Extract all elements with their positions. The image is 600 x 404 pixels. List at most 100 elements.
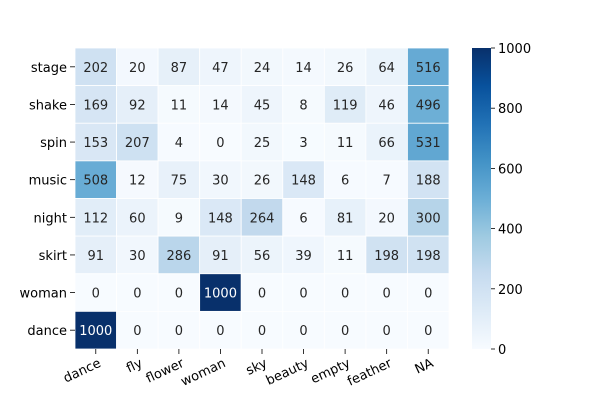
cell-value-label: 7 [383, 174, 391, 189]
heatmap-cell-woman-empty [323, 273, 367, 312]
cell-value-label: 91 [212, 249, 229, 264]
heatmap-cell-shake-dance [74, 85, 117, 124]
cell-value-label: 148 [208, 211, 233, 226]
cell-value-label: 4 [175, 136, 183, 151]
cell-value-label: 6 [341, 174, 349, 189]
column-label-feather: feather [345, 356, 395, 390]
cell-value-label: 112 [83, 211, 108, 226]
column-label-beauty: beauty [264, 356, 312, 389]
heatmap-cell-skirt-dance [74, 235, 117, 275]
cell-value-label: 198 [374, 249, 399, 264]
heatmap-cell-stage-flower [157, 47, 201, 87]
cell-value-label: 531 [416, 136, 441, 151]
cell-value-label: 286 [166, 249, 191, 264]
cell-value-label: 188 [416, 174, 441, 189]
column-label-empty: empty [309, 356, 353, 387]
heatmap-cell-woman-fly [116, 273, 159, 312]
cell-value-label: 0 [175, 287, 183, 302]
cell-value-label: 92 [129, 98, 146, 113]
heatmap-cell-spin-dance [74, 122, 117, 162]
cell-value-label: 0 [216, 324, 224, 339]
cell-value-label: 0 [258, 324, 266, 339]
cell-value-label: 24 [254, 61, 271, 76]
cell-value-label: 64 [378, 61, 395, 76]
cell-value-label: 207 [125, 136, 150, 151]
heatmap-cell-shake-sky [240, 85, 284, 124]
cell-value-label: 39 [295, 249, 312, 264]
cell-value-label: 0 [299, 287, 307, 302]
cell-value-label: 516 [416, 61, 441, 76]
cell-value-label: 20 [378, 211, 395, 226]
heatmap-cell-dance-beauty [282, 310, 325, 350]
cell-value-label: 119 [333, 98, 358, 113]
heatmap-cell-shake-empty [323, 85, 367, 124]
heatmap-cell-woman-dance [74, 273, 117, 312]
cell-value-label: 1000 [79, 324, 112, 339]
heatmap-cell-night-flower [157, 198, 201, 237]
cell-value-label: 202 [83, 61, 108, 76]
cell-value-label: 1000 [204, 287, 237, 302]
heatmap-cell-spin-woman [199, 122, 242, 162]
cell-value-label: 0 [258, 287, 266, 302]
cell-value-label: 3 [299, 136, 307, 151]
heatmap-cell-dance-NA [407, 310, 450, 350]
column-label-fly: fly [124, 356, 145, 376]
cell-value-label: 75 [171, 174, 188, 189]
heatmap-cell-night-NA [407, 198, 450, 237]
heatmap-cell-stage-dance [74, 47, 117, 87]
heatmap-cell-skirt-woman [199, 235, 242, 275]
row-label-stage: stage [31, 61, 67, 76]
cell-value-label: 0 [341, 324, 349, 339]
heatmap-cell-stage-fly [116, 47, 159, 87]
cell-value-label: 47 [212, 61, 229, 76]
heatmap-cell-music-fly [116, 160, 159, 199]
heatmap-cell-dance-dance [74, 310, 117, 350]
heatmap-cell-skirt-flower [157, 235, 201, 275]
heatmap-cell-night-woman [199, 198, 242, 237]
cell-value-label: 0 [383, 324, 391, 339]
heatmap-cell-skirt-beauty [282, 235, 325, 275]
colorbar-tick-label: 800 [498, 102, 523, 117]
cell-value-label: 45 [254, 98, 271, 113]
heatmap-cell-dance-sky [240, 310, 284, 350]
cell-value-label: 8 [299, 98, 307, 113]
heatmap-cell-shake-feather [365, 85, 408, 124]
cell-value-label: 148 [291, 174, 316, 189]
cell-value-label: 264 [250, 211, 275, 226]
cell-value-label: 30 [212, 174, 229, 189]
cell-value-label: 14 [295, 61, 312, 76]
heatmap-cell-shake-NA [407, 85, 450, 124]
colorbar-tick-label: 400 [498, 223, 523, 238]
row-label-music: music [29, 174, 67, 189]
row-label-shake: shake [29, 98, 67, 113]
cell-value-label: 0 [175, 324, 183, 339]
colorbar-gradient [472, 48, 491, 349]
cell-value-label: 153 [83, 136, 108, 151]
colorbar-tick-label: 0 [498, 343, 506, 358]
cell-value-label: 169 [83, 98, 108, 113]
cell-value-label: 91 [88, 249, 105, 264]
column-label-NA: NA [413, 356, 436, 378]
heatmap-cell-stage-beauty [282, 47, 325, 87]
heatmap-cell-spin-NA [407, 122, 450, 162]
cell-value-label: 496 [416, 98, 441, 113]
cell-value-label: 26 [254, 174, 271, 189]
cell-value-label: 66 [378, 136, 395, 151]
heatmap-cell-skirt-fly [116, 235, 159, 275]
cell-value-label: 30 [129, 249, 146, 264]
heatmap-cell-dance-flower [157, 310, 201, 350]
heatmap-cell-spin-flower [157, 122, 201, 162]
cell-value-label: 46 [378, 98, 395, 113]
row-labels: stage shake spin music night skirt woman dance [20, 61, 75, 339]
heatmap-cell-night-empty [323, 198, 367, 237]
heatmap-cell-music-woman [199, 160, 242, 199]
cell-value-label: 0 [383, 287, 391, 302]
cell-value-label: 198 [416, 249, 441, 264]
column-label-woman: woman [179, 356, 228, 390]
row-label-night: night [34, 211, 67, 226]
colorbar-tick-label: 1000 [498, 42, 531, 57]
cell-value-label: 0 [341, 287, 349, 302]
